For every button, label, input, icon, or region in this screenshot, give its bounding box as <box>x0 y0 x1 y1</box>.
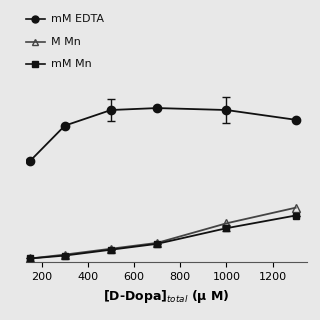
X-axis label: [D-Dopa]$_{total}$ (μ M): [D-Dopa]$_{total}$ (μ M) <box>103 288 230 305</box>
Text: M Mn: M Mn <box>51 36 81 47</box>
Text: mM EDTA: mM EDTA <box>51 14 104 24</box>
Text: mM Mn: mM Mn <box>51 59 92 69</box>
